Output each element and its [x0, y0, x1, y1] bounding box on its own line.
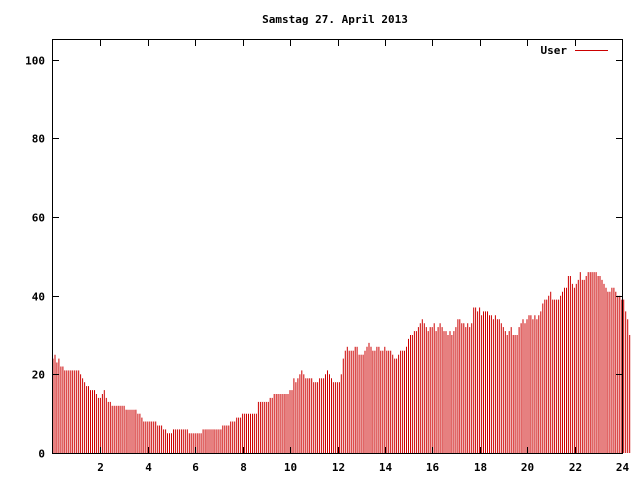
- x-tick-label: 8: [240, 461, 247, 474]
- x-tick-label: 6: [192, 461, 199, 474]
- plot-frame: [52, 39, 623, 454]
- x-tick-label: 16: [426, 461, 440, 474]
- x-tick-label: 12: [332, 461, 345, 474]
- chart-title: Samstag 27. April 2013: [262, 13, 408, 26]
- legend: User: [541, 44, 608, 57]
- y-tick-label: 0: [38, 448, 45, 461]
- legend-label-user: User: [541, 44, 568, 57]
- x-tick-label: 24: [616, 461, 630, 474]
- bar-series-user: [52, 272, 631, 453]
- y-tick-label: 100: [25, 55, 45, 68]
- x-tick-label: 14: [379, 461, 393, 474]
- y-tick-label: 40: [32, 291, 45, 304]
- x-tick-label: 18: [474, 461, 487, 474]
- y-tick-label: 20: [32, 369, 45, 382]
- y-axis-ticks: 0 20 40 60 80 100: [25, 55, 622, 461]
- x-tick-label: 22: [569, 461, 582, 474]
- y-tick-label: 80: [32, 133, 45, 146]
- x-tick-label: 10: [284, 461, 297, 474]
- x-tick-label: 4: [145, 461, 152, 474]
- x-tick-label: 2: [97, 461, 104, 474]
- y-tick-label: 60: [32, 212, 45, 225]
- x-tick-label: 20: [521, 461, 534, 474]
- x-axis-ticks: 2 4 6 8 10 12 14 16 18 20 22 24: [97, 40, 629, 474]
